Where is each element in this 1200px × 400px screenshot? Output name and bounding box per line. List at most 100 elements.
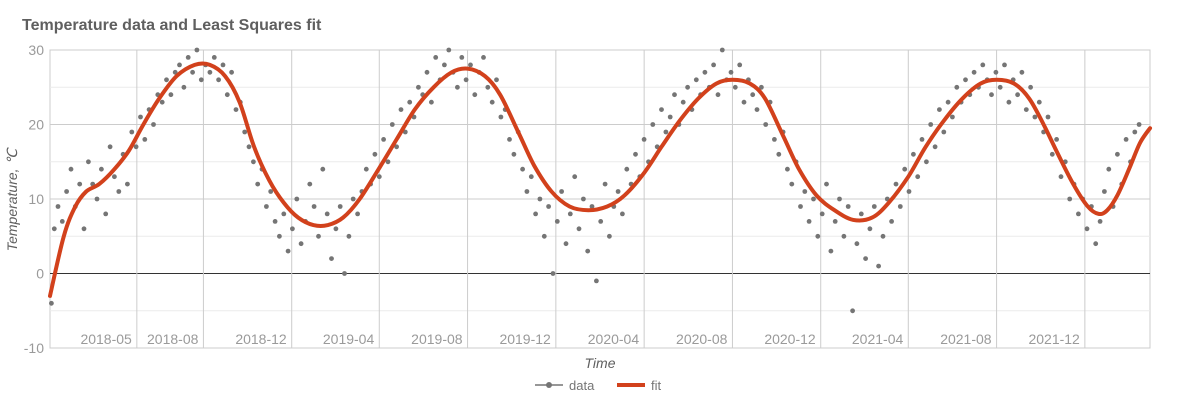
data-point (719, 47, 725, 53)
y-axis-title: Temperature, ℃ (4, 147, 20, 252)
data-point (598, 219, 604, 224)
data-point (1054, 137, 1059, 142)
data-point (889, 219, 894, 224)
data-point (867, 226, 873, 232)
data-point (402, 129, 408, 135)
data-point (841, 233, 847, 239)
data-point (86, 159, 91, 165)
data-point (550, 271, 556, 276)
data-point (850, 308, 855, 314)
data-point (589, 204, 595, 209)
data-point (806, 219, 812, 224)
data-point (68, 166, 74, 172)
data-point (924, 159, 929, 165)
data-point (789, 181, 795, 187)
data-point (350, 196, 356, 202)
data-point (911, 151, 916, 157)
data-point (607, 233, 612, 239)
data-point (55, 204, 61, 209)
data-point (641, 137, 647, 142)
data-point (138, 114, 143, 120)
data-point (459, 55, 465, 60)
data-point (815, 233, 821, 239)
data-point (1106, 166, 1112, 172)
data-point (620, 211, 625, 217)
data-point (1015, 92, 1020, 98)
data-point (763, 122, 769, 127)
data-point (255, 181, 261, 187)
data-point (906, 189, 912, 194)
data-point (498, 114, 504, 120)
data-point (845, 204, 851, 209)
data-point (1028, 84, 1033, 90)
data-point (776, 151, 782, 157)
chart-title: Temperature data and Least Squares fit (22, 17, 322, 34)
legend-item-fit[interactable]: fit (617, 378, 662, 393)
data-point (672, 92, 677, 98)
data-point (854, 241, 860, 247)
data-point (94, 196, 100, 202)
data-point (1019, 69, 1025, 75)
data-point (376, 174, 382, 180)
data-point (49, 300, 54, 306)
data-point (880, 233, 886, 239)
data-point (198, 77, 204, 83)
data-point (650, 122, 656, 127)
legend: data fit (535, 378, 662, 393)
data-point (915, 174, 921, 180)
data-point (993, 69, 999, 75)
data-point (168, 92, 174, 98)
data-point (107, 144, 113, 150)
data-point (116, 189, 122, 194)
data-point (272, 219, 278, 224)
data-point (472, 92, 478, 98)
data-point (216, 77, 222, 83)
data-point (264, 204, 269, 209)
data-point (151, 122, 156, 127)
x-tick-label: 2021-04 (852, 331, 904, 347)
data-point (142, 137, 148, 142)
data-point (732, 84, 738, 90)
data-point (489, 99, 495, 105)
data-point (1002, 62, 1007, 68)
data-point (1032, 114, 1038, 120)
data-point (433, 55, 439, 60)
data-point (1049, 151, 1055, 157)
data-point (932, 144, 938, 150)
y-tick-label: -10 (24, 340, 44, 356)
data-point (112, 174, 117, 180)
data-point (594, 278, 599, 284)
legend-fit-label: fit (651, 378, 662, 393)
data-point (520, 166, 525, 172)
x-tick-label: 2020-12 (764, 331, 816, 347)
data-point (541, 233, 547, 239)
data-point (372, 151, 378, 157)
data-point (59, 219, 65, 224)
data-point (324, 211, 330, 217)
data-point (680, 99, 686, 105)
data-point (537, 196, 543, 202)
data-point (559, 189, 564, 194)
legend-item-data[interactable]: data (535, 378, 595, 393)
data-point (1006, 99, 1012, 105)
data-point (1045, 114, 1051, 120)
legend-data-label: data (569, 378, 595, 393)
x-tick-label: 2019-08 (411, 331, 463, 347)
data-point (928, 122, 934, 127)
data-point (876, 263, 881, 269)
data-point (858, 211, 864, 217)
data-point (837, 196, 842, 202)
data-point (129, 129, 135, 135)
x-tick-label: 2018-08 (147, 331, 199, 347)
data-point (164, 77, 169, 83)
data-point (311, 204, 317, 209)
data-point (389, 122, 395, 127)
data-point (728, 69, 734, 75)
data-point (785, 166, 790, 172)
x-tick-label: 2018-05 (80, 331, 132, 347)
data-point (103, 211, 109, 217)
x-tick-label: 2020-08 (676, 331, 728, 347)
data-point (741, 99, 747, 105)
data-point (919, 137, 925, 142)
